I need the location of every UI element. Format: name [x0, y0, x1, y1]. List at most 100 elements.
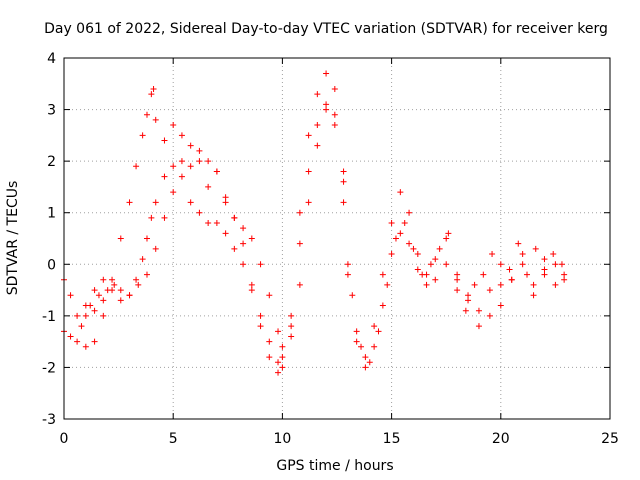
- data-point: [552, 281, 559, 288]
- data-point: [530, 292, 537, 299]
- data-point: [109, 276, 116, 283]
- data-point: [331, 122, 338, 129]
- data-point: [266, 354, 273, 361]
- data-point: [392, 235, 399, 242]
- data-point: [222, 194, 229, 201]
- data-point: [126, 292, 133, 299]
- y-tick-label: 1: [47, 206, 56, 222]
- data-point: [288, 333, 295, 340]
- x-tick-label: 15: [383, 431, 401, 447]
- plot-frame: [63, 57, 611, 420]
- data-point: [305, 199, 312, 206]
- data-point: [170, 163, 177, 170]
- data-point: [161, 214, 168, 221]
- data-point: [489, 250, 496, 257]
- data-point: [530, 281, 537, 288]
- data-point: [100, 297, 107, 304]
- data-point: [74, 312, 81, 319]
- data-point: [135, 281, 142, 288]
- data-point: [375, 328, 382, 335]
- data-point: [196, 158, 203, 165]
- data-point: [257, 323, 264, 330]
- data-point: [196, 209, 203, 216]
- y-tick-label: -3: [42, 412, 56, 428]
- data-point: [388, 250, 395, 257]
- data-point: [133, 163, 140, 170]
- data-point: [344, 271, 351, 278]
- data-point: [82, 312, 89, 319]
- series-track-b: [61, 101, 568, 371]
- data-point: [213, 220, 220, 227]
- data-point: [532, 245, 539, 252]
- data-point: [139, 132, 146, 139]
- data-point: [152, 245, 159, 252]
- data-point: [506, 266, 513, 273]
- data-point: [331, 111, 338, 118]
- data-point: [279, 364, 286, 371]
- data-point: [248, 281, 255, 288]
- data-point: [100, 276, 107, 283]
- data-point: [187, 163, 194, 170]
- data-point: [148, 91, 155, 98]
- data-point: [91, 338, 98, 345]
- data-point: [82, 343, 89, 350]
- data-point: [288, 312, 295, 319]
- data-point: [445, 230, 452, 237]
- data-point: [541, 271, 548, 278]
- data-point: [213, 168, 220, 175]
- data-point: [462, 307, 469, 314]
- data-point: [314, 91, 321, 98]
- data-point: [480, 271, 487, 278]
- data-point: [519, 250, 526, 257]
- data-point: [436, 245, 443, 252]
- y-tick-label: 3: [47, 103, 56, 119]
- data-point: [423, 281, 430, 288]
- data-point: [100, 312, 107, 319]
- data-point: [558, 261, 565, 268]
- y-tick-label: -2: [42, 360, 56, 376]
- data-point: [454, 276, 461, 283]
- data-point: [275, 369, 282, 376]
- data-point: [150, 85, 157, 92]
- data-point: [296, 281, 303, 288]
- data-point: [205, 220, 212, 227]
- data-point: [170, 122, 177, 129]
- data-point: [358, 343, 365, 350]
- data-point: [340, 178, 347, 185]
- data-point: [432, 256, 439, 263]
- data-point: [74, 338, 81, 345]
- data-point: [443, 235, 450, 242]
- data-point: [152, 199, 159, 206]
- data-point: [275, 359, 282, 366]
- data-point: [95, 292, 102, 299]
- data-point: [414, 266, 421, 273]
- data-point: [91, 307, 98, 314]
- data-point: [133, 276, 140, 283]
- x-tick-label: 20: [492, 431, 510, 447]
- data-point: [91, 287, 98, 294]
- data-point: [117, 297, 124, 304]
- data-point: [379, 302, 386, 309]
- data-point: [410, 245, 417, 252]
- data-point: [240, 261, 247, 268]
- data-point: [406, 240, 413, 247]
- data-point: [305, 132, 312, 139]
- data-point: [170, 189, 177, 196]
- data-point: [323, 106, 330, 113]
- data-point: [443, 261, 450, 268]
- data-point: [497, 302, 504, 309]
- data-point: [419, 271, 426, 278]
- data-point: [414, 250, 421, 257]
- data-point: [257, 312, 264, 319]
- data-point: [454, 287, 461, 294]
- data-point: [78, 323, 85, 330]
- x-tick-label: 10: [273, 431, 291, 447]
- y-axis-label: SDTVAR / TECUs: [5, 181, 21, 296]
- data-point: [104, 287, 111, 294]
- data-point: [486, 312, 493, 319]
- x-tick-label: 5: [169, 431, 178, 447]
- data-point: [67, 292, 74, 299]
- data-point: [401, 220, 408, 227]
- data-point: [561, 271, 568, 278]
